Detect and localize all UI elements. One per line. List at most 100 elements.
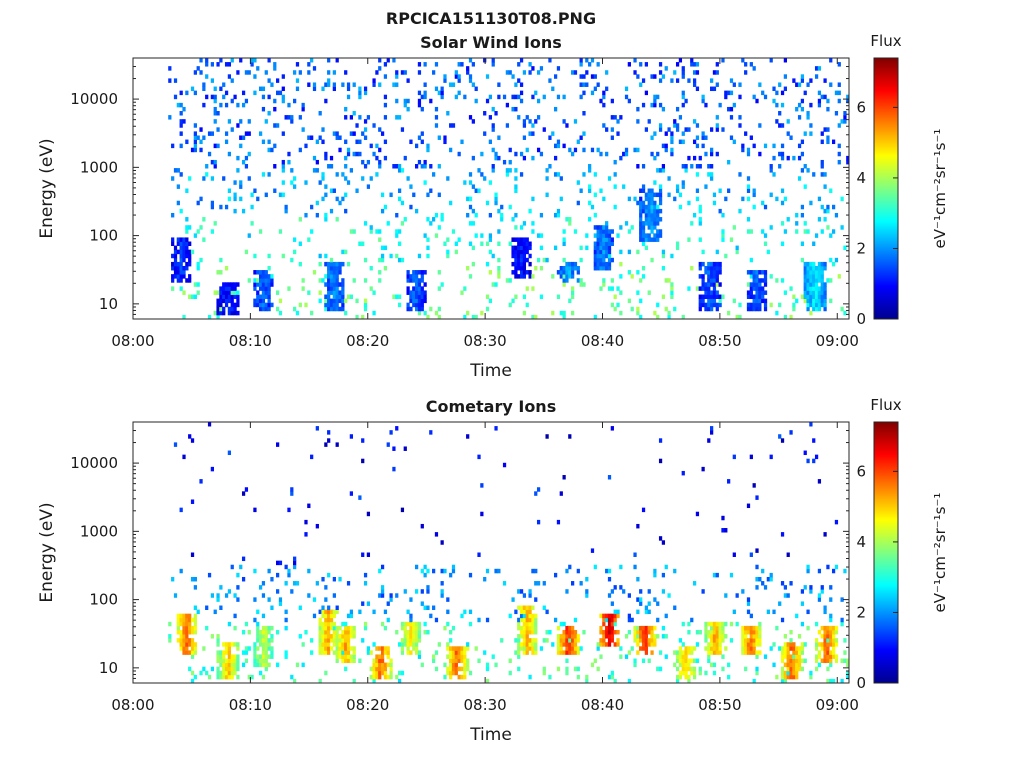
- flux-cell: [395, 629, 399, 635]
- flux-cell: [205, 58, 209, 63]
- flux-cell: [415, 650, 419, 655]
- flux-cell: [675, 658, 680, 664]
- flux-cell: [446, 237, 450, 242]
- flux-cell: [701, 261, 705, 267]
- flux-cell: [846, 98, 850, 104]
- flux-cell: [310, 204, 314, 210]
- flux-cell: [236, 642, 240, 647]
- flux-cell: [817, 66, 822, 71]
- flux-cell: [519, 225, 524, 230]
- flux-cell: [216, 62, 220, 67]
- flux-cell: [639, 625, 643, 631]
- flux-cell: [468, 58, 473, 63]
- flux-cell: [656, 217, 660, 222]
- flux-cell: [812, 438, 816, 443]
- flux-cell: [190, 147, 195, 153]
- flux-cell: [749, 552, 753, 557]
- flux-cell: [710, 430, 714, 435]
- flux-cell: [466, 212, 470, 218]
- flux-cell: [190, 646, 195, 651]
- flux-cell: [797, 634, 802, 639]
- flux-cell: [440, 90, 444, 96]
- flux-cell: [553, 74, 558, 79]
- flux-cell: [599, 151, 603, 157]
- flux-cell: [233, 196, 237, 202]
- flux-cell: [310, 135, 314, 140]
- flux-cell: [715, 265, 719, 271]
- flux-cell: [378, 662, 382, 668]
- flux-cell: [188, 666, 192, 672]
- flux-cell: [565, 634, 569, 639]
- flux-cell: [213, 106, 217, 112]
- flux-cell: [488, 115, 492, 120]
- flux-cell: [522, 593, 527, 598]
- flux-cell: [258, 634, 263, 639]
- flux-cell: [545, 192, 549, 198]
- flux-cell: [446, 621, 450, 627]
- flux-cell: [168, 638, 172, 643]
- flux-cell: [653, 568, 657, 574]
- flux-cell: [344, 654, 348, 659]
- flux-cell: [684, 670, 688, 676]
- flux-cell: [346, 82, 351, 87]
- spectrogram-cells: [168, 58, 850, 320]
- flux-cell: [681, 666, 685, 672]
- flux-cell: [656, 314, 660, 320]
- flux-cell: [814, 658, 819, 664]
- flux-cell: [301, 106, 305, 112]
- flux-cell: [344, 155, 348, 161]
- flux-cell: [199, 70, 203, 75]
- cometary-panel: 08:00 08:10 08:20 08:30 08:40 08:50 09:00Time1…: [37, 396, 949, 745]
- flux-cell: [253, 282, 257, 287]
- flux-cell: [219, 654, 223, 659]
- flux-cell: [627, 229, 631, 234]
- flux-cell: [644, 90, 648, 96]
- flux-cell: [409, 650, 413, 655]
- flux-cell: [449, 662, 453, 668]
- flux-cell: [826, 629, 830, 635]
- flux-cell: [173, 442, 178, 447]
- flux-cell: [545, 638, 549, 643]
- flux-cell: [721, 237, 725, 242]
- flux-cell: [800, 666, 805, 672]
- flux-cell: [684, 666, 688, 672]
- flux-cell: [687, 629, 691, 635]
- flux-cell: [199, 127, 203, 132]
- flux-cell: [724, 90, 728, 96]
- flux-cell: [352, 629, 356, 635]
- flux-cell: [573, 265, 578, 271]
- flux-cell: [695, 172, 700, 177]
- flux-cell: [684, 164, 688, 169]
- flux-cell: [406, 78, 410, 83]
- flux-cell: [823, 646, 827, 651]
- flux-cell: [264, 282, 268, 287]
- flux-cell: [710, 298, 714, 304]
- flux-cell: [834, 212, 839, 218]
- flux-cell: [653, 200, 657, 206]
- flux-cell: [800, 151, 805, 157]
- flux-cell: [715, 302, 719, 308]
- flux-cell: [199, 257, 203, 263]
- flux-cell: [780, 123, 785, 128]
- flux-cell: [264, 302, 268, 308]
- flux-cell: [406, 98, 410, 104]
- flux-cell: [327, 634, 331, 639]
- flux-cell: [335, 274, 339, 279]
- flux-cell: [710, 151, 714, 157]
- flux-cell: [281, 192, 285, 198]
- flux-cell: [650, 642, 654, 647]
- flux-cell: [823, 298, 827, 304]
- flux-cell: [253, 270, 257, 275]
- flux-cell: [534, 491, 538, 496]
- flux-cell: [758, 650, 762, 655]
- flux-cell: [224, 90, 229, 96]
- flux-cell: [417, 102, 422, 108]
- flux-cell: [261, 629, 266, 635]
- flux-cell: [397, 670, 402, 676]
- flux-cell: [522, 646, 527, 651]
- flux-cell: [721, 515, 725, 521]
- flux-cell: [179, 646, 183, 651]
- flux-cell: [528, 609, 532, 615]
- flux-cell: [449, 629, 453, 635]
- flux-cell: [429, 98, 433, 104]
